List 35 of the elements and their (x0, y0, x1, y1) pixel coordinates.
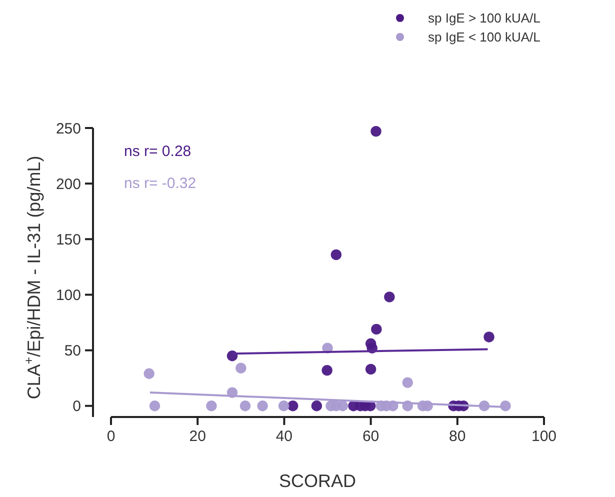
annotation: ns r= -0.32 (124, 175, 196, 192)
point (337, 400, 348, 412)
point (149, 400, 160, 412)
point (384, 292, 395, 302)
point (257, 400, 268, 412)
point (330, 249, 342, 260)
y-tick-label: 100 (56, 286, 81, 304)
point (236, 362, 246, 374)
point (484, 332, 494, 342)
point (402, 377, 413, 388)
point (278, 400, 290, 412)
point (240, 400, 251, 412)
y-tick-label: 150 (56, 231, 81, 248)
point (371, 324, 382, 335)
point (365, 364, 376, 375)
point (206, 400, 217, 412)
legend-label: sp IgE > 100 kUA/L (428, 10, 540, 26)
y-tick-label: 0 (72, 398, 81, 416)
x-axis-title: SCORAD (278, 471, 356, 491)
annotation: ns r= 0.28 (124, 143, 192, 160)
x-tick-label: 40 (276, 428, 293, 445)
x-tick-label: 20 (189, 428, 206, 445)
y-tick-label: 250 (56, 120, 81, 138)
point (370, 126, 382, 137)
x-tick-label: 80 (449, 428, 466, 445)
point (144, 368, 154, 379)
x-tick-label: 0 (106, 428, 116, 445)
y-tick-label: 200 (56, 176, 81, 193)
point (322, 364, 332, 376)
point (288, 400, 298, 412)
legend-label: sp IgE < 100 kUA/L (428, 30, 540, 45)
y-tick-label: 50 (64, 342, 81, 360)
x-tick-label: 100 (531, 428, 557, 445)
x-tick-label: 60 (362, 428, 380, 445)
point (311, 400, 322, 412)
